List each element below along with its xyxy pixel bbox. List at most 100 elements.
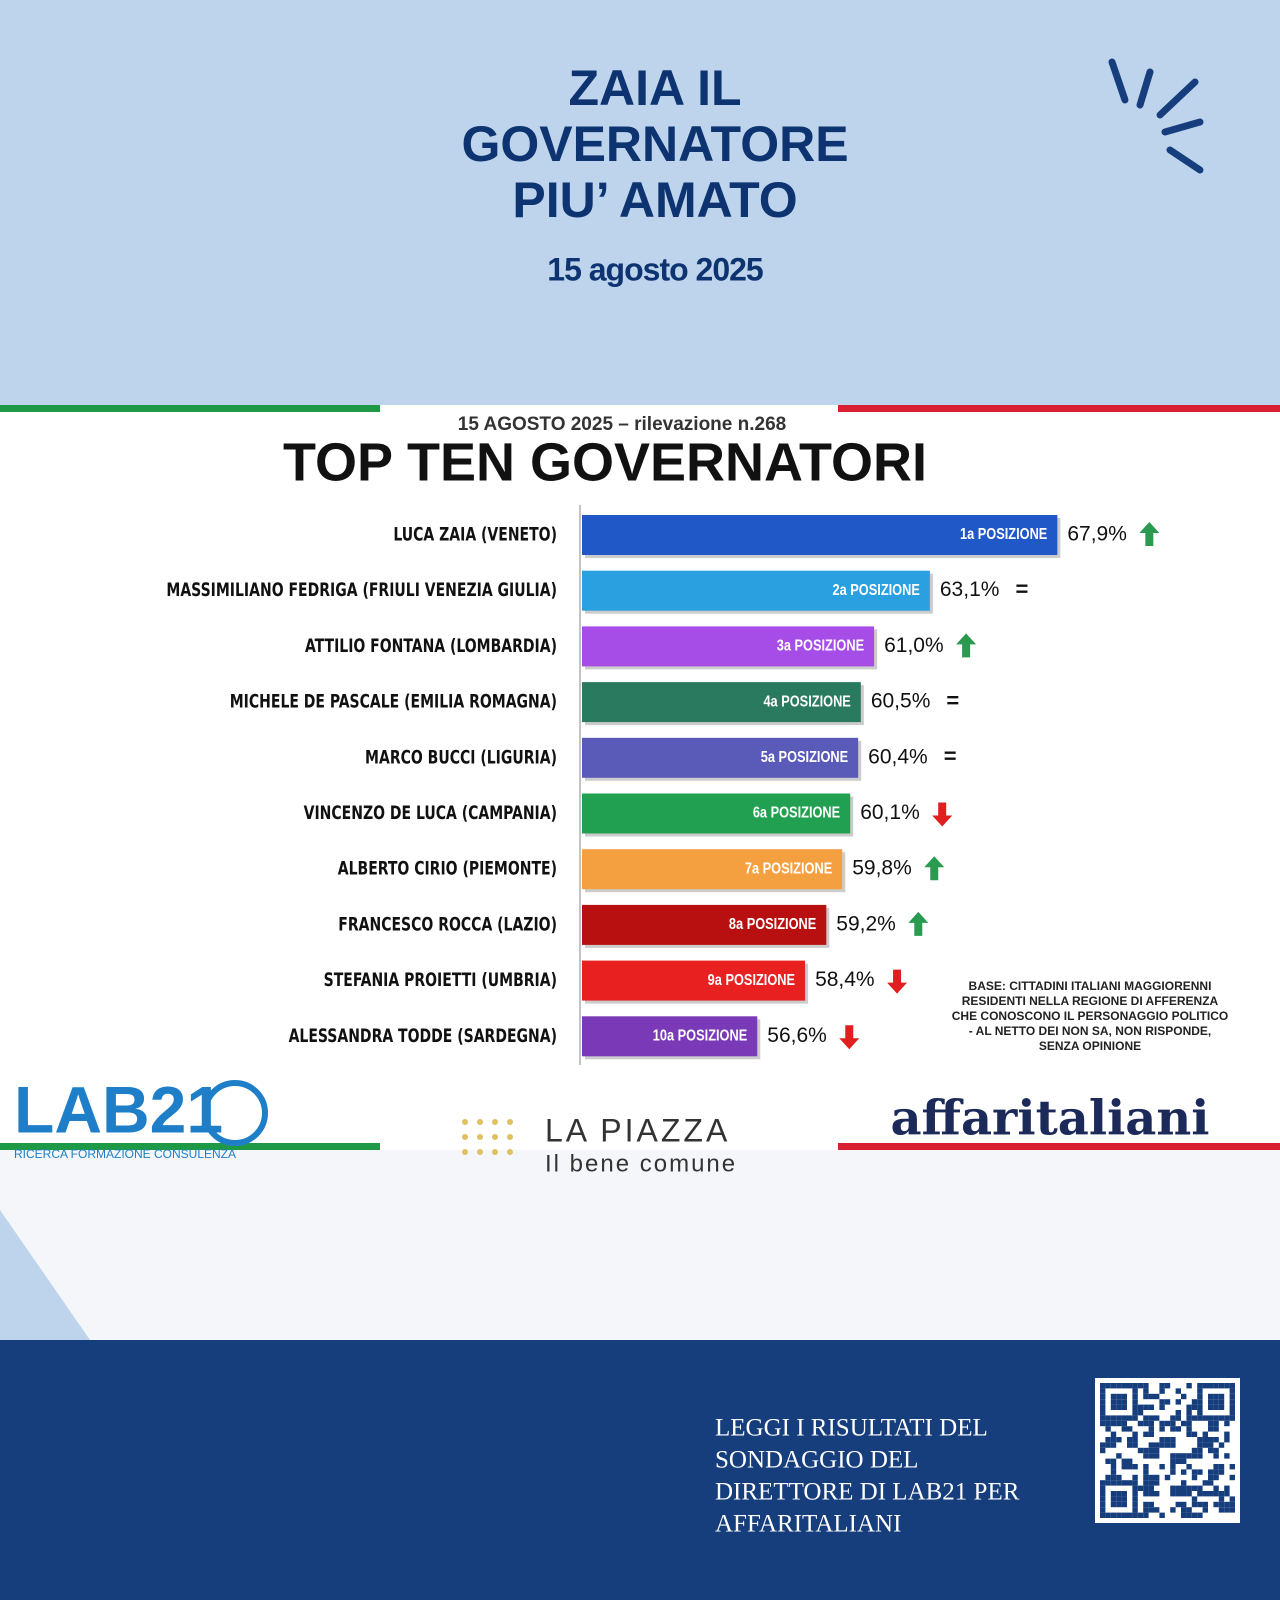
category-label: ALBERTO CIRIO (PIEMONTE) [338, 858, 557, 880]
qr-cell [1224, 1485, 1230, 1491]
qr-cell [1154, 1447, 1160, 1454]
qr-cell [1148, 1501, 1154, 1508]
qr-cell [1105, 1458, 1111, 1464]
qr-cell [1132, 1399, 1138, 1405]
qr-cell [1154, 1480, 1160, 1486]
value-label: 60,4% [868, 745, 928, 768]
qr-cell [1100, 1399, 1106, 1405]
qr-cell [1116, 1496, 1122, 1502]
qr-cell [1127, 1512, 1133, 1518]
qr-cell [1164, 1437, 1171, 1443]
qr-cell [1143, 1474, 1149, 1481]
qr-cell [1110, 1496, 1117, 1502]
qr-cell [1186, 1426, 1192, 1432]
qr-cell [1100, 1410, 1106, 1416]
logo-lab21: LAB21 [14, 1072, 223, 1146]
footer-line: AFFARITALIANI [715, 1511, 901, 1538]
qr-cell [1197, 1399, 1203, 1405]
qr-cell [1127, 1442, 1133, 1448]
qr-cell [1208, 1383, 1214, 1389]
qr-cell [1110, 1437, 1117, 1443]
qr-cell [1213, 1464, 1219, 1470]
qr-cell [1202, 1507, 1208, 1513]
qr-cell [1100, 1447, 1106, 1454]
qr-cell [1224, 1431, 1230, 1437]
bar [582, 960, 806, 1001]
qr-cell [1121, 1404, 1127, 1410]
qr-cell [1186, 1410, 1192, 1416]
logo-piazza-dots [462, 1119, 513, 1155]
qr-cell [1218, 1399, 1225, 1405]
title-line: PIU’ AMATO [512, 172, 797, 228]
qr-cell [1213, 1469, 1219, 1475]
qr-cell [1218, 1393, 1225, 1400]
qr-cell [1164, 1420, 1171, 1427]
bar-label: 4a POSIZIONE [763, 693, 851, 711]
qr-cell [1159, 1437, 1165, 1443]
qr-cell [1137, 1383, 1144, 1389]
qr-cell [1197, 1485, 1203, 1491]
qr-cell [1191, 1474, 1198, 1481]
category-label: MASSIMILIANO FEDRIGA (FRIULI VENEZIA GIU… [166, 580, 557, 602]
qr-cell [1100, 1415, 1106, 1421]
qr-cell [1213, 1383, 1219, 1389]
qr-cell [1148, 1447, 1154, 1454]
qr-cell [1229, 1388, 1235, 1394]
qr-cell [1197, 1442, 1203, 1448]
qr-cell [1208, 1415, 1214, 1421]
qr-cell [1186, 1507, 1192, 1513]
qr-cell [1132, 1464, 1138, 1470]
qr-cell [1127, 1426, 1133, 1432]
qr-cell [1105, 1442, 1111, 1448]
qr-cell [1110, 1415, 1117, 1421]
flag-stripe [0, 1143, 380, 1150]
qr-cell [1143, 1388, 1149, 1394]
qr-cell [1121, 1491, 1127, 1497]
qr-cell [1186, 1420, 1192, 1427]
qr-cell [1116, 1393, 1122, 1400]
qr-cell [1148, 1431, 1154, 1437]
qr-cell [1213, 1404, 1219, 1410]
footer-line: SONDAGGIO DEL [715, 1447, 918, 1474]
qr-cell [1224, 1453, 1230, 1459]
qr-cell [1224, 1437, 1230, 1443]
qr-cell [1132, 1431, 1138, 1437]
qr-cell [1105, 1474, 1111, 1481]
qr-cell [1202, 1491, 1208, 1497]
qr-cell [1213, 1420, 1219, 1427]
footer-band [0, 1340, 1280, 1600]
bar-label: 10a POSIZIONE [653, 1027, 748, 1045]
qr-cell [1143, 1453, 1149, 1459]
qr-cell [1208, 1480, 1214, 1486]
qr-cell [1132, 1474, 1138, 1481]
note-line: RESIDENTI NELLA REGIONE DI AFFERENZA [962, 994, 1219, 1008]
qr-cell [1170, 1507, 1176, 1513]
qr-cell [1100, 1485, 1106, 1491]
qr-cell [1137, 1404, 1144, 1410]
qr-cell [1132, 1388, 1138, 1394]
qr-cell [1186, 1491, 1192, 1497]
trend-label: = [946, 688, 959, 713]
qr-cell [1191, 1404, 1198, 1410]
qr-cell [1164, 1383, 1171, 1389]
qr-cell [1143, 1469, 1149, 1475]
qr-cell [1105, 1420, 1111, 1427]
bar [582, 515, 1058, 555]
value-label: 58,4% [815, 968, 875, 991]
qr-cell [1208, 1420, 1214, 1427]
qr-cell [1100, 1501, 1106, 1508]
note-line: - AL NETTO DEI NON SA, NON RISPONDE, [969, 1024, 1211, 1038]
qr-cell [1175, 1410, 1181, 1416]
qr-cell [1186, 1512, 1192, 1518]
qr-cell [1116, 1437, 1122, 1443]
qr-cell [1175, 1426, 1181, 1432]
qr-cell [1181, 1420, 1187, 1427]
qr-cell [1154, 1442, 1160, 1448]
qr-cell [1105, 1480, 1111, 1486]
bar [582, 682, 861, 723]
qr-cell [1116, 1415, 1122, 1421]
qr-cell [1132, 1383, 1138, 1389]
qr-cell [1143, 1485, 1149, 1491]
qr-cell [1181, 1512, 1187, 1518]
qr-cell [1229, 1474, 1235, 1481]
